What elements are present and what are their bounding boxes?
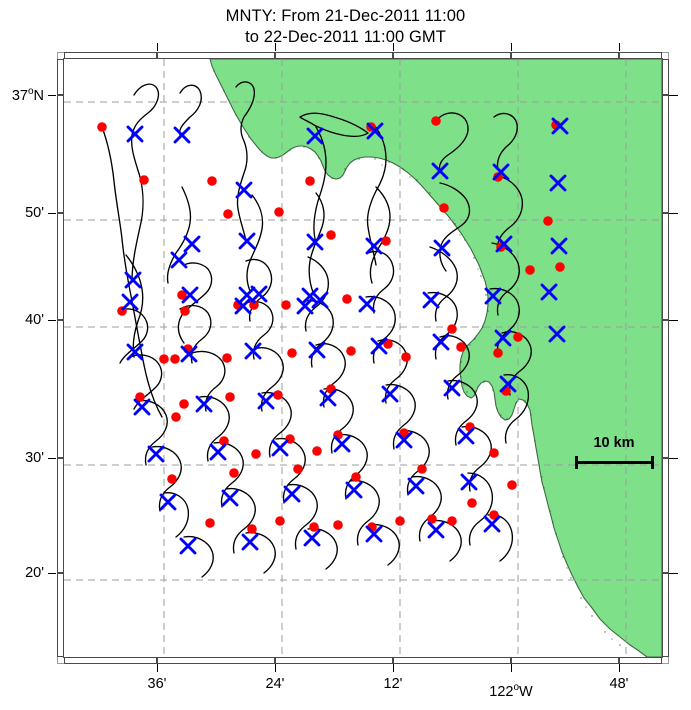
- x-origin-base: 122: [489, 683, 514, 700]
- y-tick-mark: [48, 213, 56, 214]
- y-tick-mark-right: [669, 458, 678, 459]
- gridlines: [64, 59, 662, 657]
- end-markers: [121, 117, 569, 555]
- scale-bar-line: [576, 461, 652, 464]
- frame-band-left-1: [57, 59, 64, 95]
- x-axis-tick-label: 36': [147, 676, 167, 692]
- title-line-2: to 22-Dec-2011 11:00 GMT: [245, 28, 446, 46]
- degree-symbol: o: [513, 682, 520, 693]
- map-canvas[interactable]: 10 km: [64, 59, 662, 657]
- page-title: MNTY: From 21-Dec-2011 11:00 to 22-Dec-2…: [0, 6, 691, 48]
- x-axis-tick-label: 48': [609, 676, 629, 692]
- y-tick-mark: [48, 320, 56, 321]
- start-markers: [97, 116, 565, 534]
- x-tick-mark: [157, 43, 158, 51]
- land-polygon: [209, 59, 662, 657]
- frame-band-bottom-4: [393, 657, 511, 664]
- scale-bar-cap-left: [575, 456, 578, 469]
- x-tick-mark: [275, 43, 276, 51]
- frame-band-right-2: [662, 95, 669, 213]
- y-origin-base: 37: [11, 87, 28, 104]
- y-axis-tick-label: 50': [25, 205, 44, 221]
- frame-band-right-3: [662, 213, 669, 320]
- coast-stipple: [213, 70, 621, 646]
- frame-band-top-6: [619, 52, 662, 59]
- x-tick-mark-bottom: [275, 664, 276, 672]
- y-axis-tick-label: 30': [25, 450, 44, 466]
- x-origin-tail: W: [519, 683, 533, 700]
- y-tick-mark: [48, 458, 56, 459]
- map-svg: [64, 59, 662, 657]
- y-axis-tick-label: 20': [25, 565, 44, 581]
- scale-bar: 10 km: [574, 435, 654, 471]
- frame-band-right-5: [662, 458, 669, 573]
- frame-band-top-3: [275, 52, 393, 59]
- y-tick-mark-right: [669, 213, 678, 214]
- scale-bar-label: 10 km: [593, 435, 635, 451]
- frame-band-right-1: [662, 59, 669, 95]
- title-line-1: MNTY: From 21-Dec-2011 11:00: [225, 7, 466, 25]
- frame-band-right-4: [662, 320, 669, 458]
- x-tick-mark-bottom: [393, 664, 394, 672]
- frame-band-bottom-2: [157, 657, 275, 664]
- frame-band-left-6: [57, 573, 64, 657]
- x-tick-mark: [619, 43, 620, 51]
- y-tick-mark: [48, 95, 56, 96]
- frame-band-left-2: [57, 95, 64, 213]
- x-tick-mark-bottom: [511, 664, 512, 672]
- x-axis-tick-label-origin: 122oW: [489, 682, 532, 700]
- frame-band-bottom-1: [64, 657, 157, 664]
- degree-symbol: o: [27, 86, 34, 98]
- frame-band-left-3: [57, 213, 64, 320]
- x-axis-tick-label: 12': [383, 676, 403, 692]
- frame-band-bottom-5: [511, 657, 619, 664]
- y-tick-mark-right: [669, 95, 678, 96]
- frame-band-bottom-3: [275, 657, 393, 664]
- x-tick-mark-bottom: [619, 664, 620, 672]
- map-figure[interactable]: 10 km: [48, 43, 678, 672]
- drifter-trajectories: [101, 81, 532, 578]
- frame-band-top-4: [393, 52, 511, 59]
- frame-band-left-5: [57, 458, 64, 573]
- y-tick-mark: [48, 573, 56, 574]
- frame-band-top-5: [511, 52, 619, 59]
- y-axis-tick-label: 40': [25, 312, 44, 328]
- y-axis-tick-label-origin: 37oN: [0, 86, 44, 104]
- y-tick-mark-right: [669, 573, 678, 574]
- frame-band-right-6: [662, 573, 669, 657]
- frame-band-left-4: [57, 320, 64, 458]
- x-axis-tick-label: 24': [265, 676, 285, 692]
- frame-band-bottom-6: [619, 657, 662, 664]
- x-tick-mark: [393, 43, 394, 51]
- y-tick-mark-right: [669, 320, 678, 321]
- frame-band-top-2: [157, 52, 275, 59]
- y-origin-tail: N: [33, 87, 44, 104]
- frame-band-top-1: [64, 52, 157, 59]
- scale-bar-cap-right: [651, 456, 654, 469]
- x-tick-mark-bottom: [157, 664, 158, 672]
- x-tick-mark: [511, 43, 512, 51]
